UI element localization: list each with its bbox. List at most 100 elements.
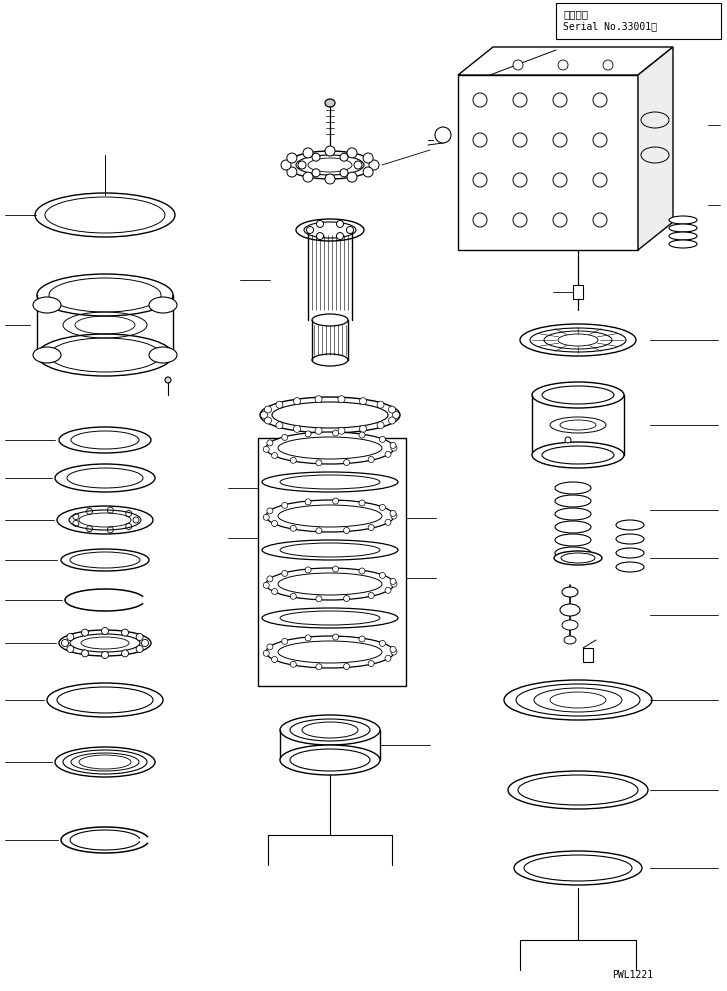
Circle shape bbox=[136, 633, 143, 640]
Circle shape bbox=[272, 589, 278, 595]
Circle shape bbox=[325, 174, 335, 184]
Circle shape bbox=[276, 422, 283, 429]
Circle shape bbox=[307, 227, 313, 234]
Polygon shape bbox=[638, 47, 673, 250]
Ellipse shape bbox=[55, 747, 155, 777]
Circle shape bbox=[282, 638, 288, 644]
Circle shape bbox=[338, 427, 345, 434]
Circle shape bbox=[513, 93, 527, 107]
Circle shape bbox=[390, 510, 396, 516]
Circle shape bbox=[282, 434, 288, 440]
Circle shape bbox=[593, 213, 607, 227]
Ellipse shape bbox=[149, 297, 177, 313]
Circle shape bbox=[316, 528, 322, 534]
Circle shape bbox=[265, 406, 271, 413]
Circle shape bbox=[513, 173, 527, 187]
Circle shape bbox=[298, 161, 306, 169]
Circle shape bbox=[165, 377, 171, 383]
Ellipse shape bbox=[280, 745, 380, 775]
Circle shape bbox=[379, 504, 385, 510]
Circle shape bbox=[287, 167, 297, 177]
Circle shape bbox=[290, 457, 297, 463]
Ellipse shape bbox=[669, 224, 697, 232]
Ellipse shape bbox=[59, 427, 151, 453]
Text: PWL1221: PWL1221 bbox=[612, 970, 653, 980]
Circle shape bbox=[272, 453, 278, 459]
Ellipse shape bbox=[37, 274, 173, 316]
Circle shape bbox=[305, 567, 311, 573]
Circle shape bbox=[603, 60, 613, 70]
Circle shape bbox=[282, 502, 288, 508]
Circle shape bbox=[281, 160, 291, 170]
Circle shape bbox=[121, 650, 129, 657]
Circle shape bbox=[316, 596, 322, 602]
Circle shape bbox=[272, 520, 278, 526]
Circle shape bbox=[121, 629, 129, 636]
Circle shape bbox=[344, 527, 350, 533]
Ellipse shape bbox=[260, 397, 400, 433]
Ellipse shape bbox=[61, 549, 149, 571]
Ellipse shape bbox=[555, 521, 591, 533]
Circle shape bbox=[62, 639, 68, 646]
Circle shape bbox=[593, 93, 607, 107]
Circle shape bbox=[316, 233, 324, 240]
Circle shape bbox=[553, 93, 567, 107]
Circle shape bbox=[305, 431, 311, 437]
Ellipse shape bbox=[504, 680, 652, 720]
Ellipse shape bbox=[266, 500, 394, 532]
Circle shape bbox=[340, 168, 348, 176]
Circle shape bbox=[344, 596, 350, 602]
Circle shape bbox=[385, 655, 391, 661]
Circle shape bbox=[347, 227, 353, 234]
Circle shape bbox=[385, 451, 391, 457]
Ellipse shape bbox=[514, 851, 642, 885]
Circle shape bbox=[359, 432, 365, 438]
Ellipse shape bbox=[266, 636, 394, 668]
Ellipse shape bbox=[280, 715, 380, 745]
Circle shape bbox=[359, 568, 365, 574]
Circle shape bbox=[379, 573, 385, 579]
Circle shape bbox=[347, 172, 357, 182]
Ellipse shape bbox=[616, 548, 644, 558]
Ellipse shape bbox=[554, 551, 602, 565]
Circle shape bbox=[565, 437, 571, 443]
Polygon shape bbox=[458, 47, 673, 75]
Circle shape bbox=[263, 650, 269, 656]
Circle shape bbox=[142, 639, 148, 646]
Ellipse shape bbox=[555, 508, 591, 520]
Circle shape bbox=[340, 154, 348, 162]
Circle shape bbox=[359, 636, 365, 642]
Bar bbox=[583, 648, 593, 662]
Circle shape bbox=[368, 593, 374, 599]
Bar bbox=[258, 438, 406, 686]
Ellipse shape bbox=[286, 151, 374, 179]
Circle shape bbox=[377, 422, 384, 429]
Circle shape bbox=[379, 640, 385, 646]
Circle shape bbox=[81, 629, 89, 636]
Ellipse shape bbox=[37, 334, 173, 376]
Circle shape bbox=[332, 430, 339, 436]
Circle shape bbox=[303, 148, 313, 158]
Text: Serial No.33001～: Serial No.33001～ bbox=[563, 21, 657, 31]
Ellipse shape bbox=[33, 347, 61, 363]
Circle shape bbox=[344, 460, 350, 466]
Circle shape bbox=[344, 664, 350, 670]
Ellipse shape bbox=[555, 495, 591, 507]
Circle shape bbox=[368, 524, 374, 530]
Circle shape bbox=[473, 93, 487, 107]
Circle shape bbox=[558, 60, 568, 70]
Ellipse shape bbox=[564, 636, 576, 644]
Circle shape bbox=[312, 168, 320, 176]
Circle shape bbox=[359, 425, 366, 432]
Ellipse shape bbox=[33, 297, 61, 313]
Ellipse shape bbox=[57, 506, 153, 534]
Circle shape bbox=[391, 581, 397, 587]
Circle shape bbox=[363, 153, 373, 163]
Circle shape bbox=[393, 411, 400, 418]
Ellipse shape bbox=[149, 347, 177, 363]
Circle shape bbox=[260, 411, 268, 418]
Ellipse shape bbox=[532, 382, 624, 408]
Circle shape bbox=[290, 525, 297, 531]
Ellipse shape bbox=[266, 432, 394, 464]
Circle shape bbox=[390, 646, 396, 652]
